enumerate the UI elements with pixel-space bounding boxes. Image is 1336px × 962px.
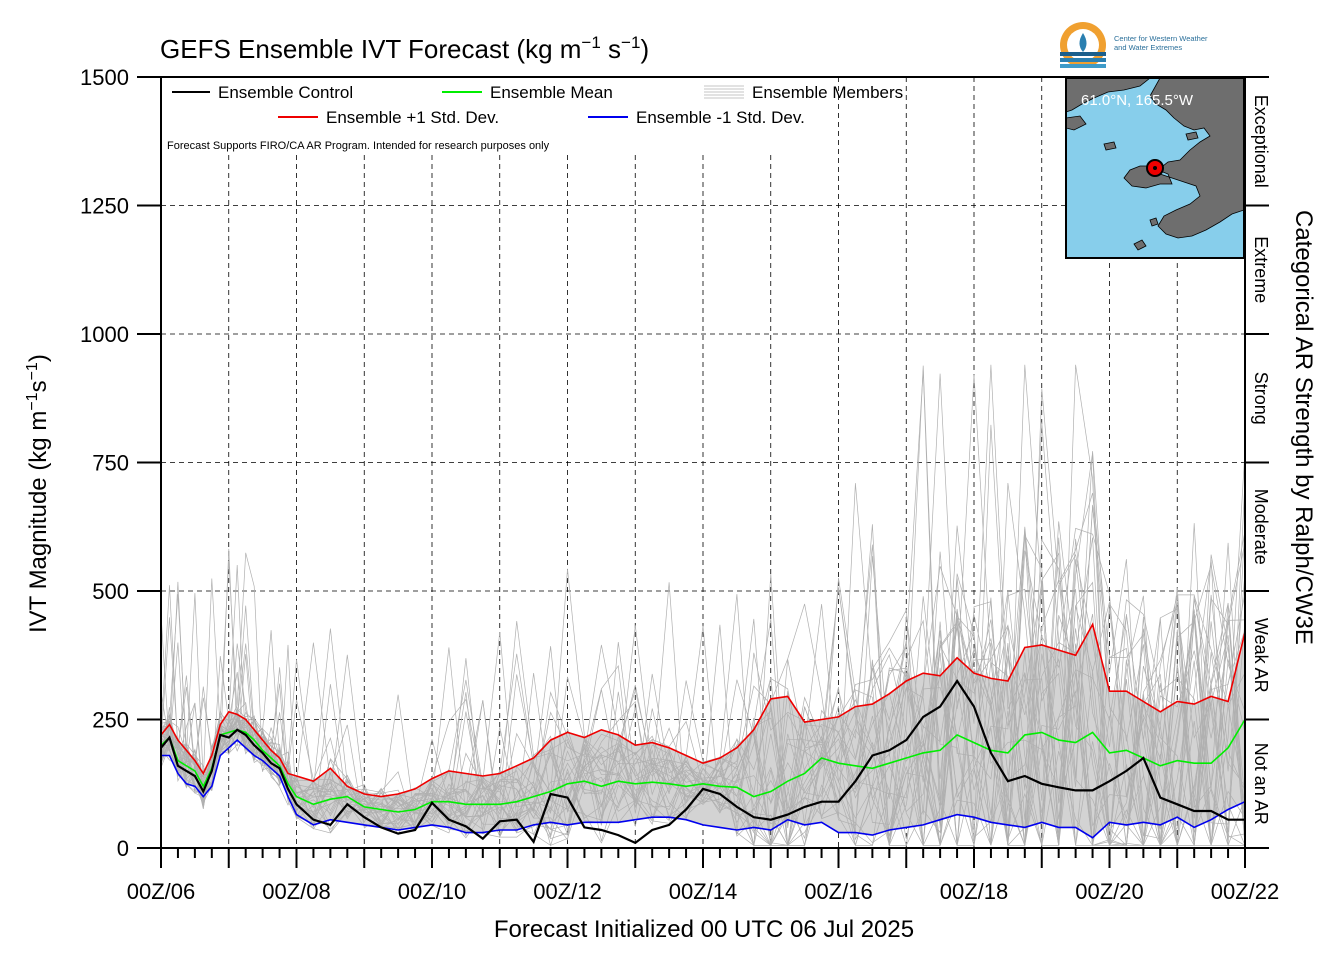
- category-label: Strong: [1251, 372, 1271, 425]
- y-tick-label: 250: [92, 708, 129, 733]
- category-label: Weak AR: [1251, 618, 1271, 693]
- legend-swatch-members: [704, 85, 744, 99]
- chart-title: GEFS Ensemble IVT Forecast (kg m−1 s−1): [160, 33, 649, 64]
- right-axis-label: Categorical AR Strength by Ralph/CW3E: [1290, 210, 1317, 645]
- x-tick-label: 00Z/08: [262, 879, 331, 904]
- x-tick-label: 00Z/06: [127, 879, 196, 904]
- x-tick-label: 00Z/20: [1075, 879, 1144, 904]
- ensemble-member-line: [160, 483, 1246, 847]
- x-tick-label: 00Z/18: [940, 879, 1009, 904]
- ensemble-member-line: [160, 424, 1246, 847]
- y-tick-label: 1250: [80, 194, 129, 219]
- category-label: Exceptional: [1251, 95, 1271, 188]
- y-tick-label: 500: [92, 579, 129, 604]
- tick-labels: 0 250 500 750 1000 1250 1500 00Z/06 00Z/08 00Z/10…: [80, 65, 1279, 904]
- x-axis-label: Forecast Initialized 00 UTC 06 Jul 2025: [494, 916, 914, 943]
- logo-text-line1: Center for Western Weather: [1114, 34, 1208, 43]
- inset-map: 61.0°N, 165.5°W: [1065, 77, 1245, 259]
- ensemble-member-line: [160, 538, 1246, 847]
- ensemble-members: [160, 364, 1246, 847]
- ensemble-member-line: [160, 451, 1246, 846]
- ensemble-member-line: [160, 422, 1246, 847]
- y-axis-label: IVT Magnitude (kg m−1s−1): [24, 354, 52, 633]
- x-tick-label: 00Z/12: [533, 879, 602, 904]
- island-5: [1133, 239, 1147, 251]
- category-label: Extreme: [1251, 236, 1271, 303]
- y-tick-label: 1500: [80, 65, 129, 90]
- legend-label-mean: Ensemble Mean: [490, 83, 613, 102]
- legend-label-control: Ensemble Control: [218, 83, 353, 102]
- land-west: [1065, 77, 1152, 113]
- series-line-ensemble-1-std-dev: [160, 622, 1246, 798]
- ensemble-member-line: [160, 528, 1246, 846]
- x-tick-label: 00Z/22: [1211, 879, 1280, 904]
- y-tick-label: 750: [92, 451, 129, 476]
- island-2: [1103, 141, 1117, 151]
- island-4: [1149, 217, 1159, 227]
- land-mass: [1123, 77, 1245, 239]
- y-tick-label: 0: [117, 836, 129, 861]
- cw3e-logo: Center for Western Weather and Water Ext…: [1060, 22, 1208, 68]
- x-tick-label: 00Z/10: [398, 879, 467, 904]
- island-3: [1185, 131, 1199, 141]
- series-line-ensemble-control: [160, 679, 1245, 845]
- series-line-ensemble-1-std-dev: [161, 739, 1246, 839]
- ensemble-member-line: [160, 374, 1245, 847]
- disclaimer-text: Forecast Supports FIRO/CA AR Program. In…: [167, 140, 550, 152]
- legend-label-minus: Ensemble -1 Std. Dev.: [636, 108, 805, 127]
- series-lines: [160, 622, 1246, 845]
- x-tick-label: 00Z/16: [804, 879, 873, 904]
- ensemble-member-line: [160, 525, 1246, 846]
- category-labels: Not an AR Weak AR Moderate Strong Extreme Exc…: [1251, 95, 1271, 825]
- category-label: Moderate: [1251, 489, 1271, 565]
- inset-location-label: 61.0°N, 165.5°W: [1081, 92, 1194, 109]
- legend-label-members: Ensemble Members: [752, 83, 903, 102]
- series-line-ensemble-mean: [160, 719, 1246, 813]
- legend: Ensemble Control Ensemble Mean Ensemble …: [167, 83, 903, 152]
- logo-text-line2: and Water Extremes: [1114, 43, 1182, 52]
- y-tick-label: 1000: [80, 322, 129, 347]
- legend-label-plus: Ensemble +1 Std. Dev.: [326, 108, 499, 127]
- category-label: Not an AR: [1251, 743, 1271, 825]
- x-tick-label: 00Z/14: [669, 879, 738, 904]
